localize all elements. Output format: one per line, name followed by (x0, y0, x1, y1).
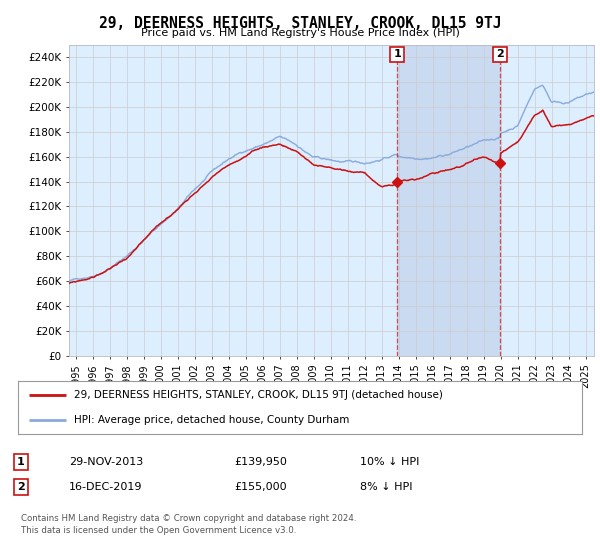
Text: 29-NOV-2013: 29-NOV-2013 (69, 457, 143, 467)
Text: 8% ↓ HPI: 8% ↓ HPI (360, 482, 413, 492)
Text: 29, DEERNESS HEIGHTS, STANLEY, CROOK, DL15 9TJ: 29, DEERNESS HEIGHTS, STANLEY, CROOK, DL… (99, 16, 501, 31)
Text: 29, DEERNESS HEIGHTS, STANLEY, CROOK, DL15 9TJ (detached house): 29, DEERNESS HEIGHTS, STANLEY, CROOK, DL… (74, 390, 443, 400)
Text: Contains HM Land Registry data © Crown copyright and database right 2024.
This d: Contains HM Land Registry data © Crown c… (21, 514, 356, 535)
Text: HPI: Average price, detached house, County Durham: HPI: Average price, detached house, Coun… (74, 414, 350, 424)
Bar (397, 45, 500, 356)
Text: 1: 1 (393, 49, 401, 59)
Text: £155,000: £155,000 (234, 482, 287, 492)
Text: 2: 2 (496, 49, 504, 59)
Text: 16-DEC-2019: 16-DEC-2019 (69, 482, 143, 492)
Text: 10% ↓ HPI: 10% ↓ HPI (360, 457, 419, 467)
Text: Price paid vs. HM Land Registry's House Price Index (HPI): Price paid vs. HM Land Registry's House … (140, 28, 460, 38)
Text: 2: 2 (17, 482, 25, 492)
Text: 1: 1 (17, 457, 25, 467)
Text: £139,950: £139,950 (234, 457, 287, 467)
